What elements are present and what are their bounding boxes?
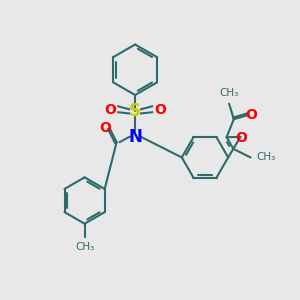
Text: CH₃: CH₃ xyxy=(256,152,275,163)
Text: O: O xyxy=(246,108,257,122)
Text: O: O xyxy=(104,103,116,117)
Text: CH₃: CH₃ xyxy=(75,242,94,251)
Text: O: O xyxy=(154,103,166,117)
Text: O: O xyxy=(235,130,247,145)
Text: O: O xyxy=(99,122,111,135)
Text: N: N xyxy=(128,128,142,146)
Text: S: S xyxy=(129,102,141,120)
Text: CH₃: CH₃ xyxy=(220,88,239,98)
